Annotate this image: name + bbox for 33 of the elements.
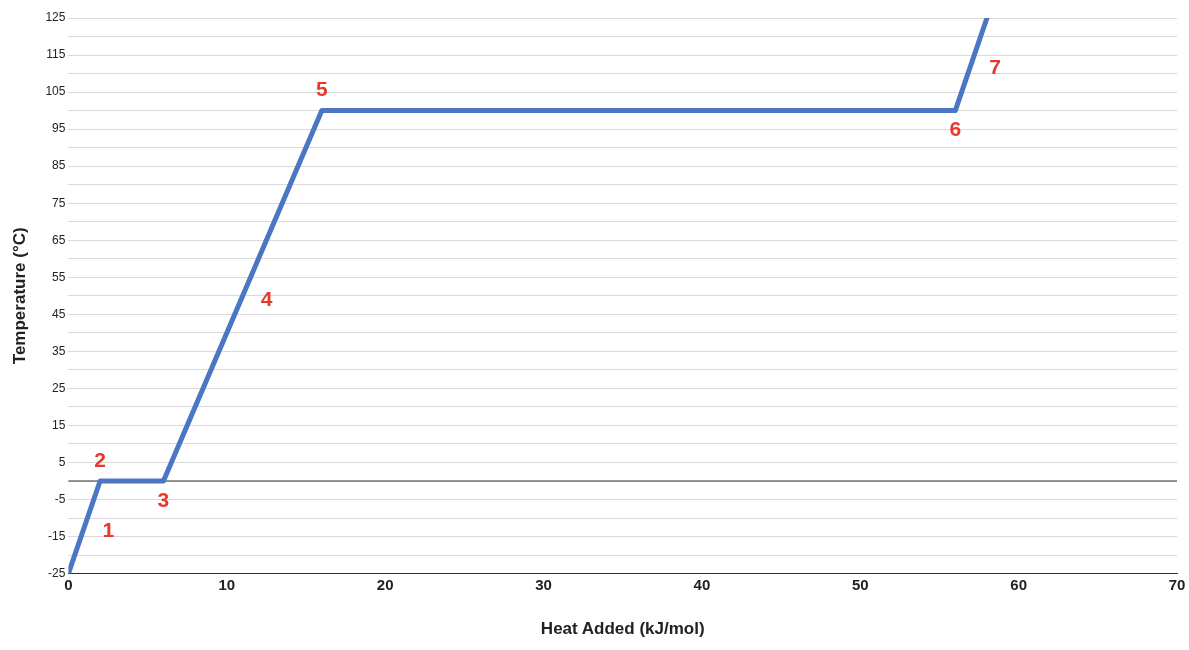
annotation: 6 [949,117,962,141]
y-tick-label: -25 [48,565,66,580]
y-tick-label: 95 [52,121,66,136]
y-tick-label: 75 [52,195,66,210]
y-tick-label: 55 [52,269,66,284]
x-tick-label: 0 [64,575,73,593]
x-tick-label: 50 [851,575,869,593]
y-tick-label: 5 [58,454,66,469]
y-tick-label: 35 [52,343,66,358]
y-tick-label: 85 [52,158,66,173]
annotation: 2 [94,447,106,471]
annotation: 7 [989,55,1001,79]
annotation: 1 [102,518,115,542]
annotation: 4 [260,286,273,310]
y-tick-label: -5 [54,491,66,506]
x-tick-label: 30 [535,575,552,593]
x-tick-label: 40 [693,575,711,593]
x-axis-title: Heat Added (kJ/mol) [540,619,705,639]
y-tick-label: 115 [46,47,66,62]
y-tick-label: 45 [52,306,66,321]
y-tick-label: 105 [45,84,66,99]
x-tick-label: 70 [1168,575,1186,593]
y-tick-label: 125 [45,10,66,25]
y-tick-label: -15 [48,528,66,543]
y-tick-label: 25 [52,380,66,395]
x-tick-label: 20 [376,575,394,593]
x-tick-label: 60 [1010,575,1027,593]
y-axis-title: Temperature (°C) [9,227,29,365]
y-tick-label: 15 [52,417,66,432]
x-tick-label: 10 [218,575,236,593]
annotation: 5 [315,77,328,101]
annotation: 3 [157,487,170,511]
y-tick-label: 65 [52,232,66,247]
